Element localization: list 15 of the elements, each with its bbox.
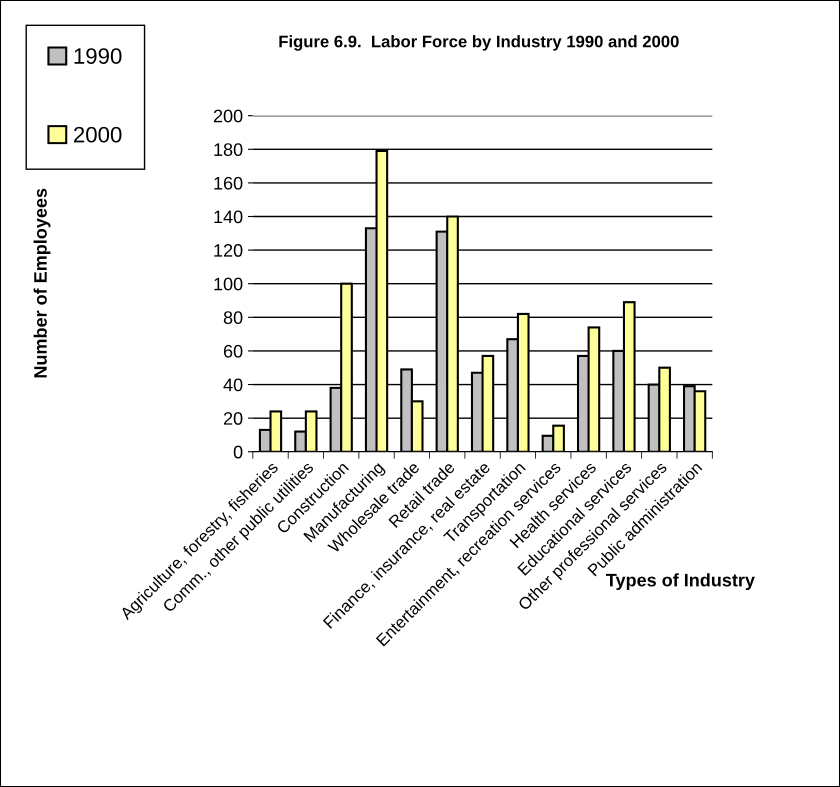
y-tick-label: 100 bbox=[214, 278, 242, 290]
y-tick-label: 20 bbox=[224, 412, 242, 425]
y-tick-label: 180 bbox=[214, 143, 242, 156]
y-tick-label: 60 bbox=[224, 344, 242, 358]
y-tick-label: 120 bbox=[214, 244, 242, 257]
legend-label: 1990 bbox=[74, 48, 122, 64]
legend-label: 2000 bbox=[74, 126, 122, 143]
y-tick-label: 40 bbox=[223, 378, 242, 392]
y-tick-label: 140 bbox=[214, 210, 242, 224]
chart-title: Figure 6.9. Labor Force by Industry 1990 and 2000 bbox=[279, 35, 679, 51]
y-tick-label: 80 bbox=[224, 311, 242, 324]
y-tick-label: 200 bbox=[214, 110, 242, 122]
y-tick-label: 160 bbox=[214, 176, 242, 190]
y-axis-title: Number of Employees bbox=[34, 188, 50, 378]
y-tick-label: 0 bbox=[234, 446, 242, 458]
